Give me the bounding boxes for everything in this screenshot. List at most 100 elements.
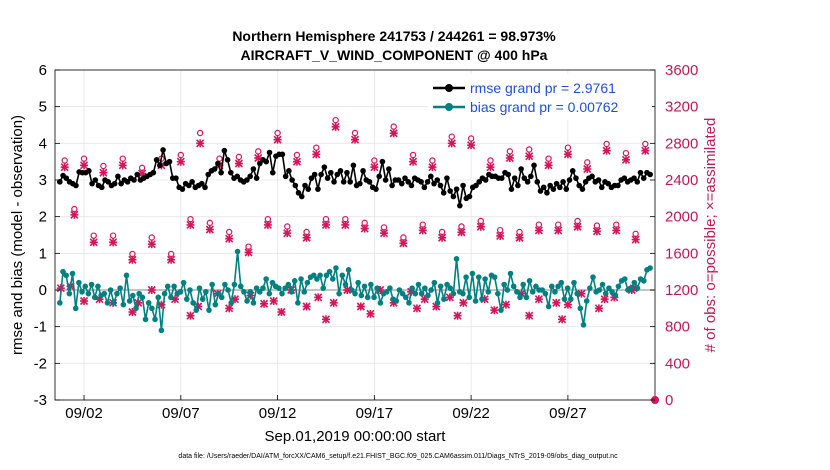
bias-point (282, 285, 288, 291)
bias-point (339, 272, 346, 279)
obs-possible-point (109, 232, 117, 239)
bias-point (276, 285, 282, 291)
rmse-point (150, 169, 157, 176)
bias-point (352, 290, 358, 297)
bias-point (317, 272, 323, 279)
rmse-point (286, 168, 292, 174)
y-left-tick-label: -2 (34, 355, 47, 372)
y-left-tick-label: -1 (34, 319, 47, 336)
obs-possible-point (90, 232, 97, 239)
obs-possible-point (61, 157, 68, 164)
bias-point (548, 283, 555, 290)
rmse-point (331, 179, 337, 185)
bias-point (393, 298, 400, 304)
rmse-point (215, 160, 221, 167)
x-tick-label: 09/17 (356, 405, 394, 422)
obs-assimilated-point (496, 231, 505, 240)
bias-point (342, 281, 349, 288)
rmse-point (528, 173, 534, 180)
bias-point (412, 290, 419, 297)
bias-point (269, 279, 276, 286)
bias-point (57, 300, 63, 306)
rmse-point (395, 177, 402, 183)
rmse-point (269, 169, 276, 176)
obs-assimilated-point (445, 293, 454, 302)
rmse-point (328, 169, 334, 176)
bias-point (418, 290, 425, 297)
rmse-point (498, 175, 505, 181)
obs-assimilated-point (563, 300, 572, 309)
rmse-point (557, 184, 563, 191)
obs-assimilated-point (60, 163, 69, 172)
bias-point (377, 300, 384, 306)
bias-point (577, 305, 584, 312)
bias-point (409, 285, 415, 291)
bias-point (558, 279, 565, 286)
rmse-point (647, 171, 653, 178)
bias-point (596, 287, 603, 293)
obs-possible-point (584, 159, 591, 166)
rmse-point (576, 182, 582, 189)
bias-point (149, 305, 155, 312)
bias-point (60, 268, 66, 275)
bias-point (66, 290, 73, 297)
rmse-point (540, 184, 547, 191)
bias-point (279, 290, 285, 297)
obs-assimilated-point (147, 240, 156, 249)
rmse-point (189, 179, 195, 185)
rmse-point (340, 179, 347, 185)
rmse-point (234, 173, 241, 180)
bias-point (244, 298, 250, 304)
y-left-tick-label: 0 (39, 282, 47, 299)
bias-point (463, 274, 469, 280)
bias-point (329, 276, 336, 282)
obs-possible-point (80, 155, 88, 162)
rmse-point (263, 158, 270, 165)
bias-point (574, 290, 580, 297)
obs-possible-point (525, 146, 533, 153)
rmse-point (244, 177, 250, 183)
bias-point (107, 287, 114, 293)
bias-point (63, 272, 69, 279)
obs-assimilated-point (331, 122, 340, 131)
rmse-point (289, 177, 295, 183)
bias-point (422, 285, 428, 291)
obs-assimilated-point (453, 311, 462, 320)
bias-point (580, 322, 587, 328)
bias-point (517, 294, 523, 301)
bias-point (136, 290, 142, 297)
obs-assimilated-point (302, 302, 311, 311)
bias-point (145, 300, 152, 306)
obs-assimilated-point (525, 311, 534, 320)
obs-assimilated-point (292, 157, 302, 166)
rmse-point (221, 147, 228, 154)
obs-possible-point (564, 144, 572, 151)
rmse-point (508, 186, 515, 192)
bias-point (631, 279, 638, 286)
y-left-tick-label: 2 (39, 209, 47, 226)
bias-point (82, 283, 89, 290)
bias-point (304, 279, 311, 286)
rmse-point (247, 173, 253, 180)
bias-point (209, 281, 215, 288)
x-axis: 09/02 09/07 09/12 09/17 09/22 09/27 (65, 395, 587, 422)
bias-point (399, 290, 406, 297)
rmse-point (134, 171, 141, 178)
bias-point (139, 294, 146, 301)
y-left-tick-label: 3 (39, 172, 47, 189)
obs-assimilated-point (573, 222, 582, 231)
bias-point (529, 289, 536, 295)
plot-frame (54, 69, 656, 401)
rmse-point (153, 157, 160, 163)
bias-point (539, 287, 546, 293)
rmse-point (292, 182, 299, 189)
rmse-point (460, 182, 466, 189)
obs-assimilated-point (350, 135, 360, 144)
obs-possible-point (409, 151, 417, 159)
obs-assimilated-point (486, 163, 495, 172)
bias-point (241, 289, 247, 295)
bias-point (634, 285, 641, 291)
bias-point (291, 278, 298, 284)
obs-assimilated-point (534, 226, 543, 235)
